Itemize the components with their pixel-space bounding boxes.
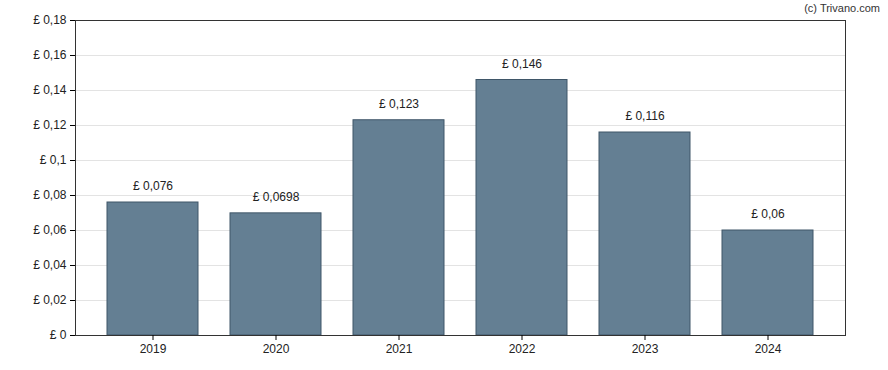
svg-text:£ 0: £ 0	[50, 328, 67, 342]
svg-text:2022: 2022	[509, 342, 536, 356]
svg-text:£ 0,076: £ 0,076	[133, 179, 173, 193]
svg-text:£ 0,02: £ 0,02	[33, 293, 67, 307]
svg-text:£ 0,18: £ 0,18	[33, 13, 67, 27]
svg-text:£ 0,04: £ 0,04	[33, 258, 67, 272]
svg-text:£ 0,16: £ 0,16	[33, 48, 67, 62]
svg-text:£ 0,146: £ 0,146	[502, 57, 542, 71]
svg-text:2021: 2021	[386, 342, 413, 356]
svg-text:£ 0,0698: £ 0,0698	[253, 190, 300, 204]
html-text:(c) Trivano.com: (c) Trivano.com	[804, 2, 880, 14]
svg-text:2024: 2024	[755, 342, 782, 356]
svg-text:£ 0,1: £ 0,1	[40, 153, 67, 167]
svg-text:£ 0,08: £ 0,08	[33, 188, 67, 202]
svg-text:£ 0,06: £ 0,06	[751, 207, 785, 221]
svg-text:£ 0,12: £ 0,12	[33, 118, 67, 132]
svg-text:£ 0,116: £ 0,116	[625, 109, 664, 123]
svg-text:£ 0,06: £ 0,06	[33, 223, 67, 237]
svg-text:2019: 2019	[140, 342, 167, 356]
svg-text:2023: 2023	[632, 342, 659, 356]
svg-text:£ 0,123: £ 0,123	[379, 97, 419, 111]
svg-text:£ 0,14: £ 0,14	[33, 83, 67, 97]
svg-text:2020: 2020	[263, 342, 290, 356]
